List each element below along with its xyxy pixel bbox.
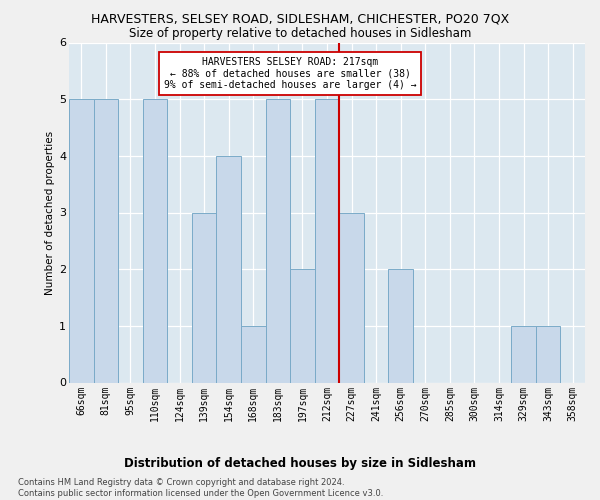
Y-axis label: Number of detached properties: Number of detached properties: [45, 130, 55, 294]
Text: HARVESTERS SELSEY ROAD: 217sqm
← 88% of detached houses are smaller (38)
9% of s: HARVESTERS SELSEY ROAD: 217sqm ← 88% of …: [164, 56, 416, 90]
Bar: [536, 326, 560, 382]
Text: Size of property relative to detached houses in Sidlesham: Size of property relative to detached ho…: [129, 28, 471, 40]
Bar: [388, 269, 413, 382]
Bar: [290, 269, 315, 382]
Bar: [94, 99, 118, 382]
Bar: [192, 212, 217, 382]
Bar: [511, 326, 536, 382]
Bar: [266, 99, 290, 382]
Text: Distribution of detached houses by size in Sidlesham: Distribution of detached houses by size …: [124, 458, 476, 470]
Bar: [241, 326, 266, 382]
Text: Contains HM Land Registry data © Crown copyright and database right 2024.
Contai: Contains HM Land Registry data © Crown c…: [18, 478, 383, 498]
Bar: [315, 99, 339, 382]
Bar: [143, 99, 167, 382]
Text: HARVESTERS, SELSEY ROAD, SIDLESHAM, CHICHESTER, PO20 7QX: HARVESTERS, SELSEY ROAD, SIDLESHAM, CHIC…: [91, 12, 509, 26]
Bar: [339, 212, 364, 382]
Bar: [69, 99, 94, 382]
Bar: [217, 156, 241, 382]
